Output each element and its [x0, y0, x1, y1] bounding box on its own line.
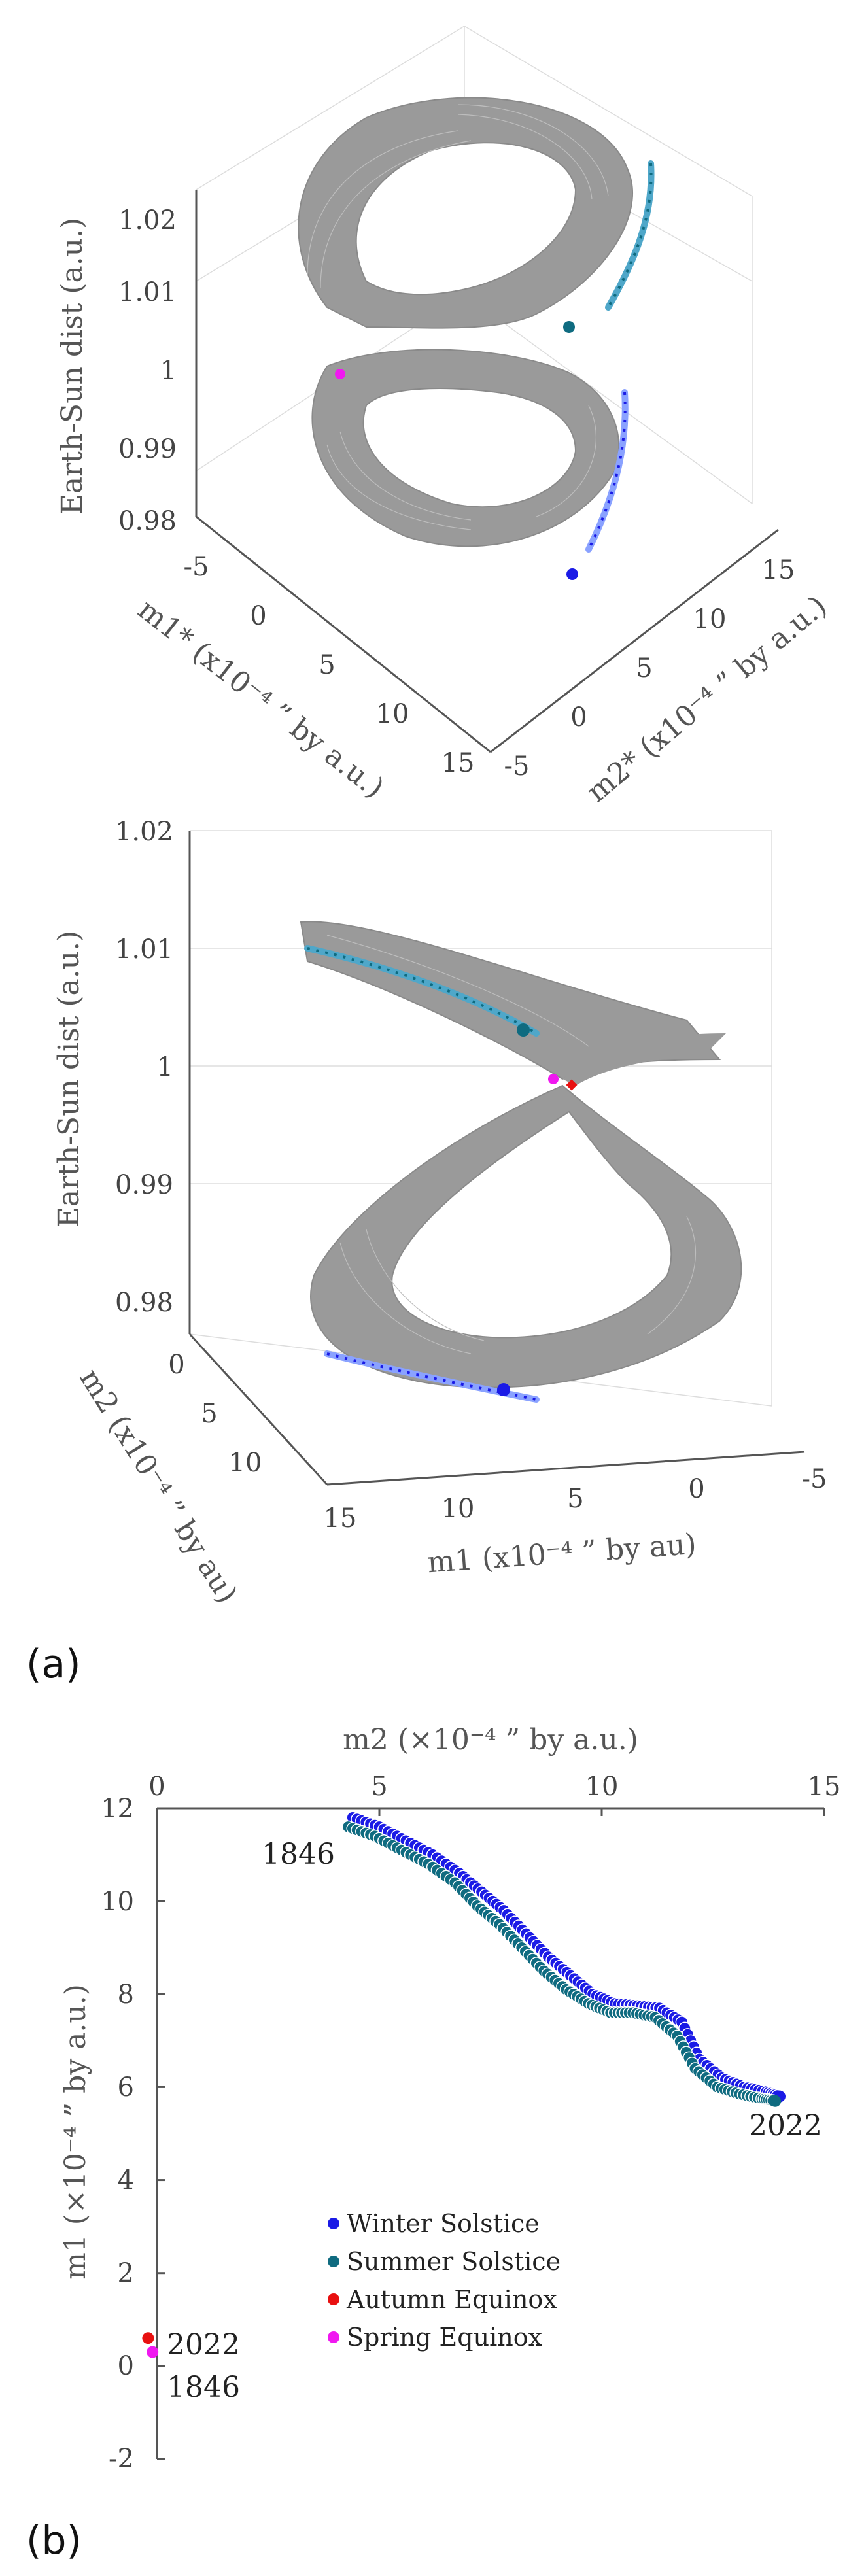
legend-swatch-autumn — [328, 2293, 339, 2305]
y-tick-5: 5 — [201, 1399, 217, 1429]
z-tick-1: 1 — [157, 1052, 173, 1082]
x-tick--5: -5 — [184, 552, 209, 582]
z-ticks: 1.02 1.01 1 0.99 0.98 — [118, 205, 177, 536]
x-tick-5: 5 — [319, 650, 335, 680]
x-tick-labels: 0 5 10 15 — [148, 1772, 840, 1802]
legend-label-spring: Spring Equinox — [347, 2323, 542, 2352]
z-tick-1.01: 1.01 — [115, 935, 173, 965]
x-tick-15: 15 — [441, 748, 475, 778]
x-tick-15: 15 — [324, 1503, 357, 1534]
solstice-trajectories — [335, 160, 655, 580]
x-tick-10: 10 — [376, 699, 409, 729]
legend-swatch-winter — [328, 2218, 339, 2229]
surface-band — [298, 97, 633, 547]
y-tick-5: 5 — [636, 653, 652, 683]
panel-b-label: (b) — [26, 2518, 82, 2564]
x-tick-0: 0 — [250, 601, 266, 631]
y-tick-10: 10 — [101, 1887, 134, 1917]
z-tick-1.02: 1.02 — [115, 817, 173, 847]
data-points — [142, 1811, 786, 2358]
y-ticks: 0 5 10 — [168, 1350, 262, 1478]
x-axis-label: m1 (x10⁻⁴ ” by au) — [426, 1528, 697, 1580]
y-tick-0: 0 — [570, 702, 587, 732]
axes-lines — [188, 831, 805, 1486]
y-ticks: -5 0 5 10 15 — [504, 555, 795, 781]
year-label-equinox-bottom: 1846 — [167, 2371, 240, 2404]
legend-label-winter: Winter Solstice — [347, 2209, 540, 2238]
y-tick-labels: -2 0 2 4 6 8 10 12 — [101, 1794, 134, 2474]
y-tick-15: 15 — [762, 555, 795, 585]
x-tick-10: 10 — [441, 1494, 475, 1524]
trajectories — [304, 945, 578, 1403]
autumn-equinox-marker-a2 — [566, 1079, 578, 1091]
y-tick--2: -2 — [109, 2444, 134, 2474]
x-tick-0: 0 — [688, 1474, 704, 1504]
x-tick-5: 5 — [567, 1484, 583, 1514]
z-tick-0.99: 0.99 — [115, 1170, 173, 1200]
summer-solstice-point — [769, 2095, 782, 2107]
legend-label-summer: Summer Solstice — [347, 2247, 561, 2276]
spring-equinox-point — [147, 2346, 159, 2358]
z-tick-1.02: 1.02 — [118, 205, 177, 235]
chart-a-top: 1.02 1.01 1 0.99 0.98 -5 0 5 10 15 -5 0 … — [56, 26, 833, 809]
z-axis-label: Earth-Sun dist (a.u.) — [52, 931, 86, 1228]
y-axis-label: m2 (x10⁻⁴ ” by au) — [73, 1363, 244, 1609]
legend-swatch-summer — [328, 2256, 339, 2267]
y-tick-8: 8 — [118, 1980, 134, 2010]
x-tick-5: 5 — [371, 1772, 387, 1802]
y-tick-0: 0 — [168, 1350, 184, 1380]
y-tick-10: 10 — [229, 1448, 262, 1478]
z-axis-label: Earth-Sun dist (a.u.) — [56, 218, 89, 515]
tick-marks — [156, 1807, 825, 2460]
z-tick-1.01: 1.01 — [118, 277, 177, 307]
year-label-equinox-top: 2022 — [167, 2328, 240, 2361]
y-tick-0: 0 — [118, 2351, 134, 2381]
legend: Winter Solstice Summer Solstice Autumn E… — [328, 2209, 561, 2352]
x-tick-15: 15 — [808, 1772, 841, 1802]
z-tick-0.99: 0.99 — [118, 434, 177, 464]
legend-swatch-spring — [328, 2331, 339, 2343]
chart-b: 0 5 10 15 -2 0 2 4 6 8 10 12 m2 (×10⁻⁴ ”… — [59, 1723, 840, 2474]
z-tick-0.98: 0.98 — [118, 506, 177, 536]
y-tick--5: -5 — [504, 751, 530, 781]
year-label-winter-start: 1846 — [262, 1838, 335, 1871]
y-tick-10: 10 — [693, 604, 727, 634]
year-annotations: 1846 2022 2022 1846 — [167, 1838, 822, 2404]
panel-a-label: (a) — [26, 1641, 81, 1687]
y-tick-12: 12 — [101, 1794, 134, 1824]
x-tick-10: 10 — [585, 1772, 619, 1802]
legend-label-autumn: Autumn Equinox — [346, 2285, 557, 2314]
surface-band — [300, 921, 742, 1388]
autumn-equinox-point — [142, 2332, 154, 2344]
x-tick--5: -5 — [802, 1464, 827, 1494]
spring-equinox-marker-a2 — [548, 1074, 559, 1084]
y-tick-2: 2 — [118, 2258, 134, 2288]
y-tick-4: 4 — [118, 2165, 134, 2195]
y-tick-6: 6 — [118, 2072, 134, 2103]
x-ticks: -5 0 5 10 15 — [184, 552, 475, 778]
x-tick-0: 0 — [148, 1772, 165, 1802]
chart-a-bottom: 1.02 1.01 1 0.99 0.98 15 10 5 0 -5 0 5 1… — [52, 817, 827, 1609]
z-ticks: 1.02 1.01 1 0.99 0.98 — [115, 817, 173, 1318]
z-tick-0.98: 0.98 — [115, 1288, 173, 1318]
y-axis-label: m1 (×10⁻⁴ ” by a.u.) — [59, 1984, 92, 2280]
year-label-winter-end: 2022 — [749, 2109, 822, 2142]
spring-equinox-marker-a1 — [335, 369, 345, 379]
x-ticks: 15 10 5 0 -5 — [324, 1464, 827, 1534]
z-tick-1: 1 — [160, 356, 177, 386]
x-axis-label: m2 (×10⁻⁴ ” by a.u.) — [343, 1723, 638, 1757]
axes-lines — [195, 190, 779, 753]
